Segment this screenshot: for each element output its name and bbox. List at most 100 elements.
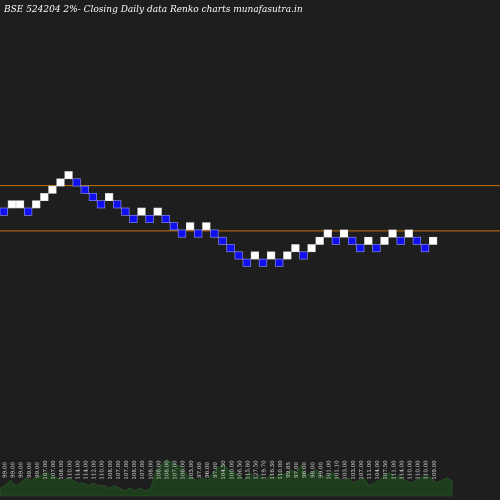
renko-brick-up [202,222,211,231]
renko-brick-down [177,229,187,238]
x-tick-label: 107.00 [43,460,49,480]
x-tick-label: 100.00 [229,460,235,480]
x-tick-label: 106.00 [156,460,162,480]
renko-brick-up [307,244,316,253]
x-tick-label: 107.00 [116,460,122,480]
renko-brick-down [420,244,430,253]
renko-brick-down [234,251,243,260]
x-tick-label: 114.00 [84,460,90,480]
renko-brick-up [56,178,65,187]
x-tick-label: 115.80 [246,460,252,480]
x-tick-label: 127.50 [254,460,260,480]
x-tick-label: 107.00 [51,460,57,480]
x-tick-label: 107.00 [359,460,365,480]
x-tick-label: 96.00 [302,462,308,478]
x-tick-label: 108.00 [132,460,138,480]
x-tick-label: 97.00 [197,462,203,478]
x-tick-label: 99.00 [318,462,324,478]
renko-brick-up [266,251,276,260]
renko-brick-up [283,251,292,260]
renko-brick-down [121,207,130,216]
renko-brick-up [339,229,349,238]
renko-brick-up [15,200,25,209]
renko-brick-down [0,207,8,216]
renko-brick-down [275,258,284,267]
x-tick-label: 109.00 [432,460,438,480]
renko-brick-down [347,236,357,245]
x-tick-label: 103.00 [343,460,349,480]
renko-brick-up [380,236,389,245]
x-tick-label: 99.00 [27,462,33,478]
x-tick-label: 108.00 [59,460,65,480]
x-tick-label: 114.00 [75,460,81,480]
x-tick-label: 99.85 [286,462,292,478]
renko-brick-down [161,215,170,223]
renko-brick-down [372,244,381,253]
x-tick-label: 99.00 [19,462,25,478]
x-tick-label: 106.50 [237,460,243,480]
renko-brick-up [250,251,260,260]
x-tick-label: 96.00 [205,462,211,478]
renko-brick-down [396,236,405,245]
renko-brick-down [242,258,251,267]
x-tick-label: 110.00 [416,460,422,480]
renko-brick-up [315,236,324,245]
x-tick-label: 112.00 [92,460,98,480]
x-tick-label: 111.00 [367,460,373,480]
renko-brick-up [48,185,57,194]
x-tick-label: 104.00 [375,460,381,480]
renko-brick-up [428,236,438,245]
level-lines [0,185,500,232]
x-tick-label: 97.00 [213,462,219,478]
renko-brick-down [218,236,227,245]
renko-brick-up [64,171,73,180]
renko-brick-down [80,185,89,194]
x-tick-label: 108.00 [108,460,114,480]
x-axis-labels: 99.00 99.00 99.00 99.00 99.00 107.00 107.00 108… [3,460,438,480]
x-tick-label: 119.70 [262,460,268,480]
renko-brick-down [356,244,365,253]
x-tick-label: 104.50 [221,460,227,480]
x-tick-label: 107.00 [173,460,179,480]
renko-brick-up [404,229,413,238]
renko-brick-up [40,193,49,201]
renko-brick-down [113,200,122,209]
volume-area [0,459,453,497]
renko-brick-down [169,222,179,231]
renko-brick-down [23,207,33,216]
renko-brick-up [323,229,332,238]
renko-brick-down [194,229,203,238]
x-tick-label: 110.00 [278,460,284,480]
renko-brick-down [96,200,106,209]
x-tick-label: 108.00 [148,460,154,480]
renko-brick-up [186,222,195,231]
x-tick-label: 110.00 [67,460,73,480]
renko-brick-up [105,193,114,201]
renko-brick-down [331,236,341,245]
x-tick-label: 108.00 [165,460,171,480]
x-tick-label: 110.00 [408,460,414,480]
x-tick-label: 103.00 [189,460,195,480]
x-tick-label: 98.00 [310,462,316,478]
volume-area-path [0,459,453,497]
renko-brick-up [153,207,162,216]
x-tick-label: 114.00 [399,460,405,480]
x-tick-label: 97.00 [294,462,300,478]
renko-brick-up [137,207,146,216]
renko-brick-down [210,229,219,238]
renko-brick-down [226,244,235,253]
renko-brick-down [299,251,308,260]
x-tick-label: 110.00 [424,460,430,480]
x-tick-label: 107.00 [124,460,130,480]
renko-brick-up [364,236,373,245]
renko-brick-down [145,215,154,223]
renko-brick-up [7,200,17,209]
x-tick-label: 99.00 [11,462,17,478]
x-tick-label: 101.10 [335,460,341,480]
renko-brick-up [32,200,41,209]
renko-brick-down [72,178,81,187]
x-tick-label: 107.50 [383,460,389,480]
renko-brick-up [388,229,397,238]
chart-title: BSE 524204 2%- Closing Daily data Renko … [3,5,303,15]
